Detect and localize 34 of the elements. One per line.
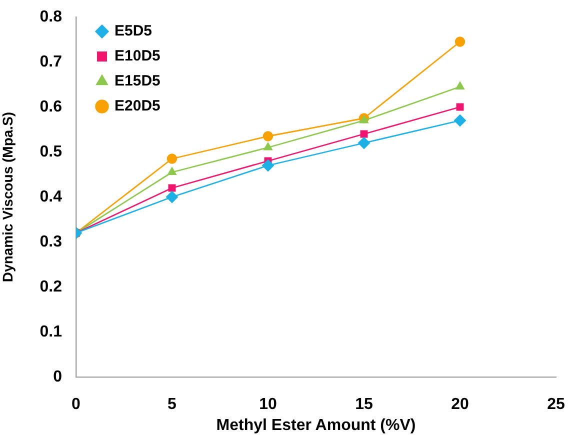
- y-tick-label: 0.6: [40, 98, 62, 116]
- x-tick-label: 15: [355, 396, 373, 414]
- point: [262, 131, 274, 142]
- point: [456, 103, 464, 111]
- y-tick-label: 0.2: [40, 278, 62, 296]
- y-axis-title: Dynamic Viscous (Mpa.S): [0, 112, 16, 282]
- y-tick-label: 0: [53, 368, 62, 386]
- legend-label: E5D5: [114, 22, 152, 40]
- point: [456, 82, 464, 90]
- point: [358, 137, 370, 149]
- x-tick-label: 5: [168, 396, 177, 414]
- x-tick-label: 10: [259, 396, 277, 414]
- point: [166, 154, 178, 164]
- legend-label: E20D5: [114, 98, 160, 115]
- point: [454, 114, 466, 126]
- point: [168, 167, 176, 176]
- x-tick-label: 0: [72, 396, 81, 414]
- x-tick-label: 20: [451, 396, 469, 414]
- legend-label: E15D5: [114, 72, 160, 90]
- x-tick-label: 25: [547, 396, 565, 414]
- y-tick-label: 0.3: [40, 233, 62, 250]
- y-tick-label: 0.4: [40, 188, 62, 206]
- point: [168, 184, 176, 192]
- y-tick-label: 0.1: [40, 323, 62, 340]
- y-tick-label: 0.5: [40, 143, 62, 160]
- y-tick-label: 0.8: [40, 8, 62, 26]
- point: [360, 130, 368, 138]
- point: [262, 160, 274, 172]
- legend-label: E10D5: [114, 48, 160, 65]
- point: [454, 36, 466, 47]
- x-axis-title: Methyl Ester Amount (%V): [216, 416, 416, 434]
- y-tick-label: 0.7: [40, 53, 62, 70]
- point: [166, 191, 178, 203]
- point: [264, 142, 272, 150]
